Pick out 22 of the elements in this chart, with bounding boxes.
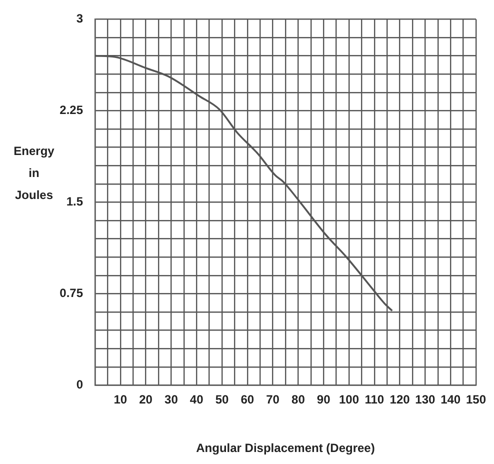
x-tick-label: 130	[415, 392, 436, 407]
x-tick-label: 120	[390, 392, 410, 407]
x-tick-label: 150	[466, 392, 486, 407]
x-tick-label: 50	[215, 392, 229, 407]
y-tick-label: 3	[76, 12, 84, 26]
x-tick-label: 110	[364, 392, 384, 407]
y-tick-label: 2.25	[60, 103, 84, 118]
y-tick-label: 1.5	[66, 194, 84, 209]
x-tick-label: 80	[292, 392, 306, 407]
x-tick-label: 30	[164, 392, 178, 407]
x-tick-label: 10	[114, 392, 128, 407]
y-axis-title: Energy in Joules	[12, 143, 56, 204]
x-tick-label: 60	[240, 392, 254, 407]
x-tick-label: 20	[139, 392, 153, 407]
x-tick-label: 140	[440, 392, 461, 407]
x-tick-label: 100	[338, 392, 360, 407]
y-tick-label: 0	[76, 378, 84, 392]
x-tick-label: 70	[266, 392, 280, 407]
x-tick-label: 40	[190, 392, 204, 407]
x-tick-label: 90	[316, 392, 331, 407]
x-axis-title: Angular Displacement (Degree)	[196, 441, 375, 456]
y-tick-label: 0.75	[60, 286, 84, 300]
